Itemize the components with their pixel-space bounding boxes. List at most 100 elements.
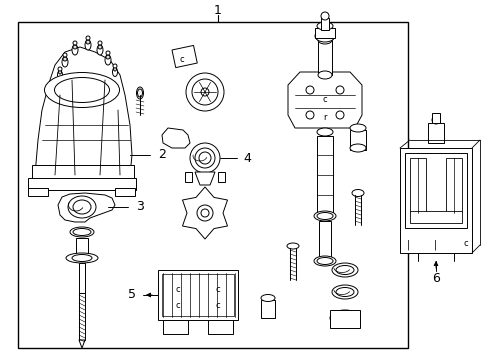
Bar (317, 40, 331, 75)
Ellipse shape (54, 77, 109, 103)
Circle shape (201, 209, 208, 217)
Bar (349, 130, 365, 150)
Ellipse shape (86, 40, 90, 44)
Ellipse shape (53, 83, 57, 87)
Ellipse shape (335, 288, 353, 297)
Bar (427, 123, 443, 143)
Text: 5: 5 (128, 288, 136, 302)
Ellipse shape (73, 45, 77, 49)
Bar (163, 320, 187, 334)
Ellipse shape (349, 144, 365, 152)
Text: 6: 6 (431, 273, 439, 285)
Bar (28, 188, 48, 196)
Ellipse shape (72, 255, 92, 261)
Bar (318, 221, 330, 261)
Text: 3: 3 (136, 201, 143, 213)
Text: r: r (323, 113, 326, 122)
Text: c: c (215, 285, 220, 294)
Polygon shape (218, 172, 224, 182)
Circle shape (73, 41, 77, 45)
Ellipse shape (113, 67, 116, 71)
Ellipse shape (331, 285, 357, 299)
Ellipse shape (192, 79, 218, 105)
Ellipse shape (98, 45, 102, 49)
Bar (79, 263, 85, 293)
Polygon shape (182, 187, 227, 239)
Text: 1: 1 (214, 4, 222, 17)
Ellipse shape (66, 253, 98, 263)
Polygon shape (35, 47, 132, 175)
Circle shape (98, 41, 102, 45)
Ellipse shape (59, 70, 61, 74)
Ellipse shape (286, 243, 298, 249)
Circle shape (53, 80, 57, 84)
Text: |: | (406, 240, 409, 250)
Text: c: c (175, 285, 180, 294)
Bar (207, 320, 232, 334)
Bar (162, 274, 234, 316)
Bar (431, 113, 439, 123)
Circle shape (335, 111, 343, 119)
Text: c: c (322, 95, 326, 104)
Ellipse shape (261, 294, 274, 302)
Text: c: c (463, 238, 468, 248)
Circle shape (113, 64, 117, 68)
Circle shape (305, 86, 313, 94)
Ellipse shape (68, 196, 96, 218)
Text: c: c (215, 301, 220, 310)
Circle shape (106, 51, 110, 55)
Bar (314, 28, 334, 38)
Text: c: c (175, 301, 180, 310)
Ellipse shape (136, 87, 143, 99)
Polygon shape (287, 72, 361, 128)
Bar (409, 158, 425, 213)
Text: 4: 4 (243, 152, 250, 165)
Ellipse shape (199, 152, 210, 164)
Ellipse shape (314, 30, 334, 42)
Ellipse shape (317, 36, 331, 44)
Circle shape (201, 88, 208, 96)
Ellipse shape (195, 148, 215, 168)
Bar (316, 136, 332, 216)
Circle shape (320, 12, 328, 20)
Bar (409, 211, 461, 223)
Ellipse shape (52, 84, 58, 92)
Bar (329, 310, 359, 328)
Ellipse shape (313, 211, 335, 221)
Ellipse shape (70, 227, 94, 237)
Polygon shape (58, 193, 115, 222)
Ellipse shape (63, 57, 67, 61)
Ellipse shape (316, 257, 332, 265)
Bar (76, 238, 88, 256)
Ellipse shape (112, 68, 117, 77)
Ellipse shape (106, 55, 110, 59)
Ellipse shape (105, 55, 111, 65)
Ellipse shape (317, 71, 331, 79)
Circle shape (63, 53, 67, 57)
Ellipse shape (316, 212, 332, 220)
Ellipse shape (190, 143, 220, 173)
Text: 2: 2 (158, 148, 165, 162)
Polygon shape (162, 128, 190, 148)
Ellipse shape (316, 128, 332, 136)
Text: c: c (179, 55, 184, 64)
Circle shape (86, 36, 90, 40)
Circle shape (431, 116, 439, 124)
Circle shape (305, 111, 313, 119)
Bar (399, 148, 471, 253)
Ellipse shape (62, 57, 68, 67)
Ellipse shape (333, 312, 355, 324)
Ellipse shape (85, 40, 91, 50)
Ellipse shape (137, 89, 142, 97)
Ellipse shape (44, 72, 119, 108)
Ellipse shape (331, 263, 357, 277)
Polygon shape (195, 172, 215, 185)
Bar (32, 165, 134, 180)
Bar (115, 188, 135, 196)
Ellipse shape (73, 200, 91, 214)
Bar (28, 178, 136, 190)
Ellipse shape (316, 22, 332, 30)
Circle shape (335, 86, 343, 94)
Polygon shape (184, 172, 192, 182)
Bar (158, 270, 238, 320)
